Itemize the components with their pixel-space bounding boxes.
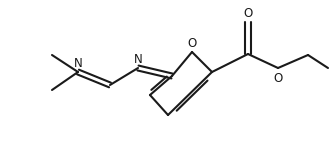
Text: O: O	[274, 72, 283, 84]
Text: O: O	[243, 7, 253, 19]
Text: N: N	[74, 57, 82, 69]
Text: N: N	[134, 53, 142, 65]
Text: O: O	[187, 36, 197, 50]
